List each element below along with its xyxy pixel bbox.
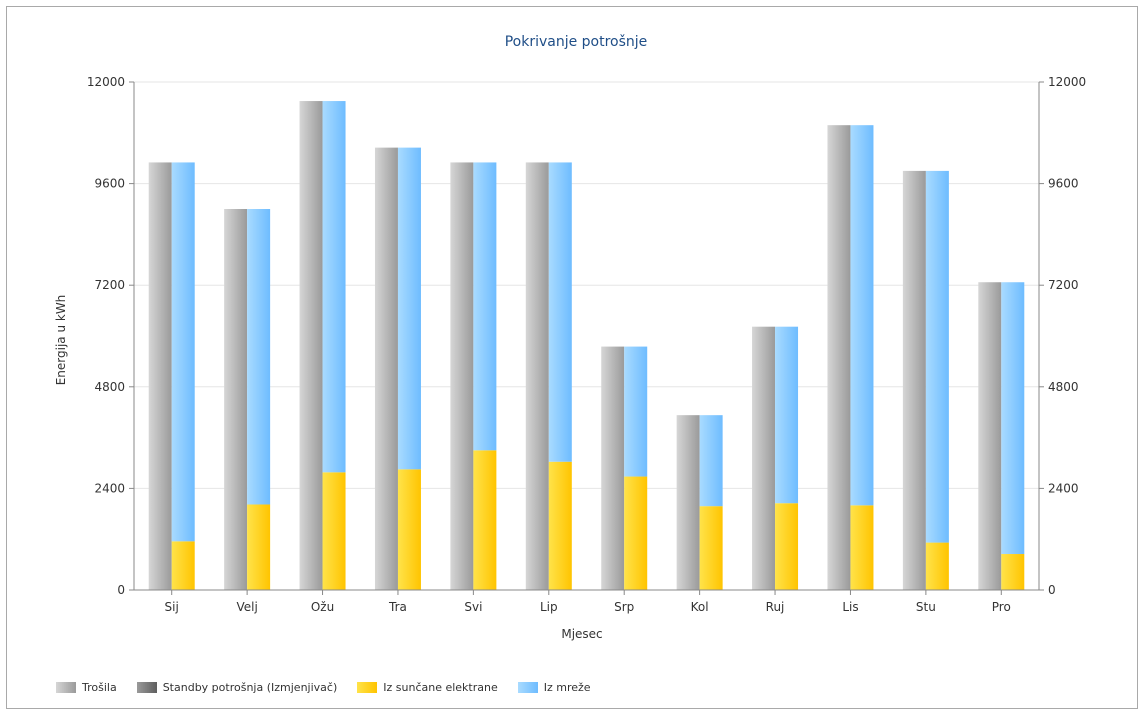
chart-canvas: Pokrivanje potrošnje 0 2400 4800 7200 9600 12… [54,34,1086,641]
x-axis-label: Mjesec [561,627,602,641]
bar-solar [850,505,874,590]
bar-trosila [450,162,474,590]
bar-solar [699,506,723,590]
x-tick-label: Lis [842,600,858,614]
bar-grid [397,147,421,470]
legend-swatch [357,682,378,693]
y-tick-label: 12000 [87,75,125,89]
bar-solar [171,541,195,590]
bar-solar [775,503,799,590]
x-tick-label: Ruj [766,600,785,614]
legend-swatch [517,682,538,693]
bar-solar [473,450,497,590]
bar-grid [1001,282,1025,555]
legend-label: Iz mreže [543,681,591,694]
x-tick-label: Stu [916,600,936,614]
x-tick-label: Lip [540,600,558,614]
y-tick-label: 9600 [1048,177,1079,191]
y-tick-label: 0 [117,583,125,597]
bar-solar [548,461,572,590]
y-axis-left: 0 2400 4800 7200 9600 12000 [87,75,135,597]
bar-trosila [525,162,549,590]
x-tick-label: Ožu [311,600,334,614]
y-axis-label: Energija u kWh [54,295,68,386]
bar-trosila [752,326,776,590]
bar-grid [473,162,497,451]
bar-trosila [601,346,625,590]
x-tick-label: Svi [464,600,482,614]
bar-trosila [827,125,851,591]
bar-grid [247,209,271,505]
y-tick-label: 12000 [1048,75,1086,89]
legend-label: Standby potrošnja (Izmjenjivač) [162,681,338,694]
bar-grid [850,125,874,506]
bar-solar [925,542,949,590]
y-tick-label: 7200 [94,278,125,292]
x-tick-label: Pro [992,600,1011,614]
y-tick-label: 0 [1048,583,1056,597]
bar-solar [322,472,346,590]
bar-grid [699,415,723,507]
legend-swatch [56,682,76,693]
y-tick-label: 4800 [1048,380,1079,394]
bar-trosila [224,209,248,590]
y-tick-label: 7200 [1048,278,1079,292]
chart-title: Pokrivanje potrošnje [505,34,648,50]
bars [148,101,1025,591]
bar-grid [322,101,346,473]
legend-item-solar[interactable]: Iz sunčane elektrane [357,681,498,694]
legend-item-standby[interactable]: Standby potrošnja (Izmjenjivač) [136,681,338,694]
bar-trosila [299,101,323,591]
legend-label: Trošila [82,681,117,694]
bar-solar [247,504,271,590]
bar-grid [775,326,799,504]
y-tick-label: 9600 [94,177,125,191]
legend-swatch [136,682,157,693]
bar-trosila [148,162,172,590]
chart-frame: Pokrivanje potrošnje 0 2400 4800 7200 9600 12… [6,6,1138,709]
bar-trosila [676,415,700,590]
bar-trosila [978,282,1002,590]
bar-grid [171,162,195,542]
bar-solar [624,476,648,590]
bar-trosila [902,170,926,590]
bar-solar [397,469,421,590]
x-tick-label: Srp [614,600,634,614]
legend-item-grid[interactable]: Iz mreže [517,681,591,694]
legend-item-trosila[interactable]: Trošila [56,681,117,694]
bar-grid [925,170,949,543]
y-tick-label: 2400 [1048,481,1079,495]
x-axis: Sij Velj Ožu Tra Svi Lip Srp Kol Ruj Lis Stu Pro [134,589,1039,614]
y-axis-right: 0 2400 4800 7200 9600 12000 [1038,75,1086,597]
bar-grid [624,346,648,477]
legend-label: Iz sunčane elektrane [383,681,498,694]
x-tick-label: Tra [388,600,407,614]
y-tick-label: 2400 [94,481,125,495]
bar-trosila [374,147,398,590]
bar-solar [1001,554,1025,590]
x-tick-label: Sij [165,600,179,614]
x-tick-label: Kol [691,600,709,614]
y-tick-label: 4800 [94,380,125,394]
bar-grid [548,162,572,462]
legend: Trošila Standby potrošnja (Izmjenjivač) … [56,681,611,694]
x-tick-label: Velj [236,600,257,614]
